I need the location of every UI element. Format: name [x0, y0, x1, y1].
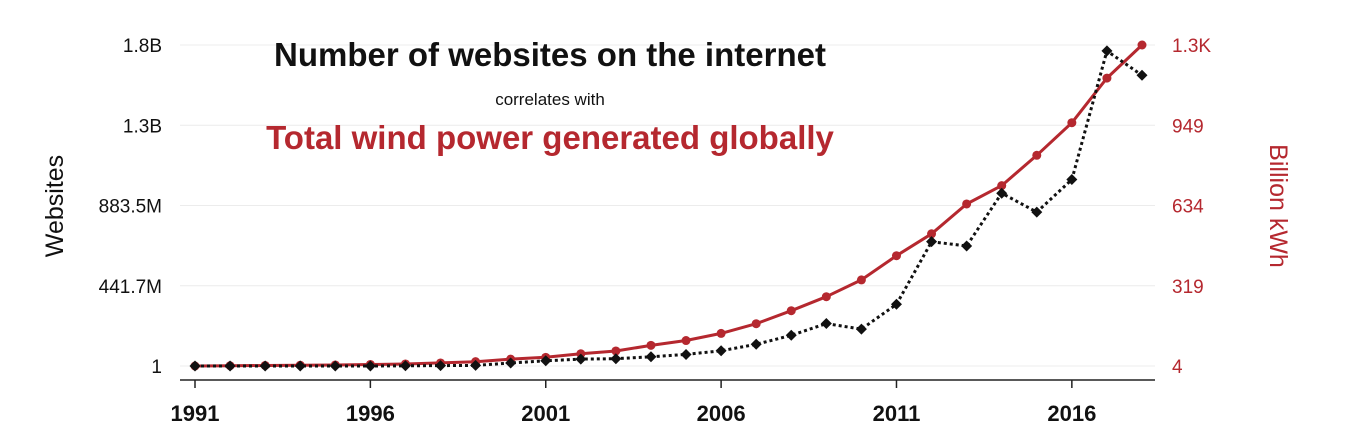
x-tick-label: 2006	[697, 401, 746, 426]
wind-power-point	[1137, 40, 1147, 50]
wind-power-point	[962, 199, 972, 209]
wind-power-point	[1067, 118, 1077, 128]
left-axis-label: Websites	[41, 155, 69, 257]
websites-point	[645, 351, 657, 363]
right-axis-label: Billion kWh	[1264, 144, 1292, 268]
websites-point	[680, 348, 692, 360]
left-tick-label: 883.5M	[99, 197, 162, 218]
wind-power-point	[786, 306, 796, 316]
chart-subtitle: correlates with	[495, 90, 605, 109]
series-layer	[189, 40, 1148, 372]
right-tick-label: 319	[1172, 277, 1204, 298]
wind-power-point	[856, 275, 866, 285]
chart-title: Number of websites on the internet	[274, 36, 826, 73]
websites-point	[890, 298, 902, 310]
websites-point	[364, 360, 376, 372]
wind-power-point	[1032, 150, 1042, 160]
websites-point	[505, 357, 517, 369]
x-axis-ticks: 1991 1996 2001 2006 2011 2016	[171, 380, 1096, 426]
websites-point	[224, 360, 236, 372]
websites-point	[820, 318, 832, 330]
x-tick-label: 1996	[346, 401, 395, 426]
right-tick-label: 634	[1172, 197, 1204, 218]
chart-secondary-title: Total wind power generated globally	[266, 119, 834, 156]
websites-point	[926, 236, 938, 248]
x-tick-label: 2001	[521, 401, 570, 426]
websites-point	[1101, 45, 1113, 57]
websites-point	[189, 360, 201, 372]
gridlines	[180, 44, 1155, 367]
websites-point	[785, 329, 797, 341]
websites-point	[435, 360, 447, 372]
websites-point	[575, 353, 587, 365]
wind-power-point	[646, 340, 656, 350]
websites-point	[294, 360, 306, 372]
left-tick-label: 1	[151, 357, 162, 378]
websites-point	[996, 187, 1008, 199]
websites-point	[961, 240, 973, 252]
x-tick-label: 2016	[1047, 401, 1096, 426]
websites-point	[715, 345, 727, 357]
wind-power-point	[891, 251, 901, 261]
websites-point	[610, 353, 622, 365]
websites-point	[1031, 206, 1043, 218]
wind-power-point	[997, 181, 1007, 191]
wind-power-point	[681, 336, 691, 346]
websites-point	[470, 359, 482, 371]
x-tick-label: 2011	[873, 401, 921, 426]
wind-power-point	[1102, 73, 1112, 83]
left-tick-label: 441.7M	[99, 277, 162, 298]
websites-point	[540, 355, 552, 367]
websites-point	[1136, 69, 1148, 81]
wind-power-point	[716, 328, 726, 338]
wind-power-point	[927, 229, 937, 239]
right-tick-label: 949	[1172, 116, 1204, 137]
websites-point	[259, 360, 271, 372]
websites-series-line	[195, 49, 1143, 368]
right-tick-label: 1.3K	[1172, 36, 1211, 57]
right-tick-label: 4	[1172, 357, 1183, 378]
x-tick-label: 1991	[171, 401, 220, 426]
left-tick-label: 1.8B	[123, 36, 162, 57]
left-axis-ticks: 1 441.7M 883.5M 1.3B 1.8B	[99, 36, 162, 378]
websites-point	[750, 338, 762, 350]
websites-point	[399, 360, 411, 372]
wind-power-point	[611, 346, 621, 356]
left-tick-label: 1.3B	[123, 116, 162, 137]
websites-point	[329, 360, 341, 372]
wind-power-point	[751, 319, 761, 329]
websites-point	[855, 323, 867, 335]
wind-power-point	[821, 292, 831, 302]
right-axis-ticks: 4 319 634 949 1.3K	[1172, 36, 1211, 378]
websites-point	[1066, 174, 1078, 186]
